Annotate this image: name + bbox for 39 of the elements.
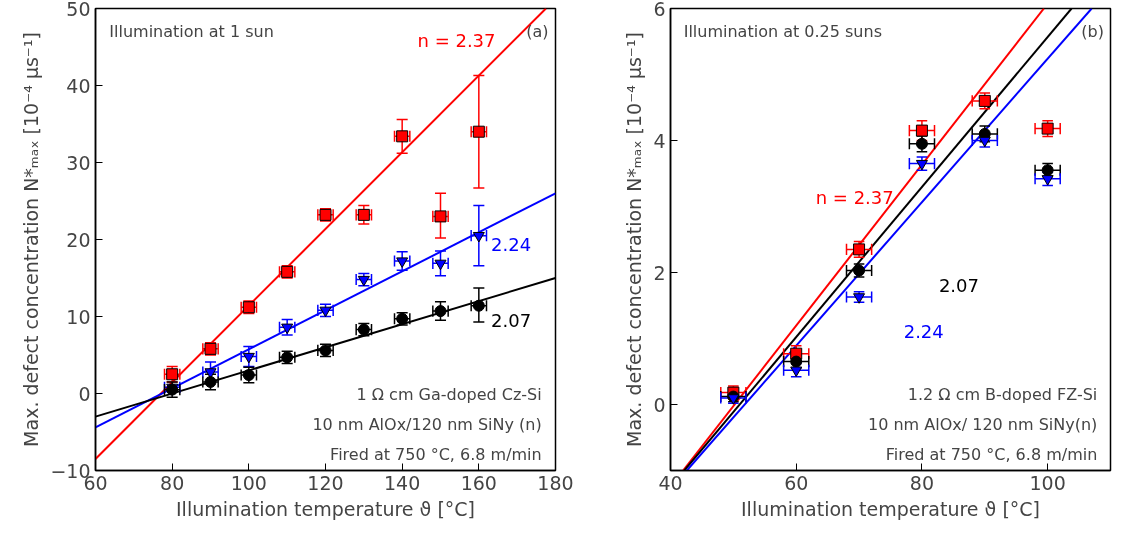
y-tick-label: 10 xyxy=(66,305,91,328)
y-tick-label: 6 xyxy=(653,0,666,20)
x-tick-label: 60 xyxy=(784,471,809,494)
annotation: Fired at 750 °C, 6.8 m/min xyxy=(330,444,542,464)
annotation: Illumination at 1 sun xyxy=(109,22,274,42)
x-tick-label: 80 xyxy=(909,471,935,494)
annotation: Fired at 750 °C, 6.8 m/min xyxy=(885,444,1098,464)
annotation: 1.2 Ω cm B-doped FZ-Si xyxy=(907,384,1098,404)
annotation: Illumination at 0.25 suns xyxy=(683,22,882,42)
annotation: 2.07 xyxy=(491,309,532,331)
y-tick-label: 0 xyxy=(78,382,91,405)
annotation: 2.24 xyxy=(903,321,944,343)
x-tick-label: 120 xyxy=(307,471,344,494)
x-tick-label: 100 xyxy=(1029,471,1066,494)
y-tick-label: 40 xyxy=(66,74,91,97)
annotation: 2.24 xyxy=(491,233,532,255)
annotation: n = 2.37 xyxy=(417,30,496,52)
x-tick-label: 140 xyxy=(384,471,421,494)
annotation: 2.07 xyxy=(938,275,979,297)
x-tick-label: 80 xyxy=(160,471,185,494)
y-axis-title: Max. defect concentration N*ₘₐₓ [10⁻⁴ µs⁻¹] xyxy=(623,32,646,447)
y-tick-label: 20 xyxy=(66,228,91,251)
x-tick-label: 100 xyxy=(230,471,267,494)
y-axis-title: Max. defect concentration N*ₘₐₓ [10⁻⁴ µs⁻¹] xyxy=(20,32,43,447)
annotation: (b) xyxy=(1081,22,1104,42)
annotation: 10 nm AlOx/ 120 nm SiNy(n) xyxy=(868,414,1098,434)
y-tick-label: 50 xyxy=(66,0,91,20)
x-axis-title: Illumination temperature ϑ [°C] xyxy=(741,497,1040,520)
annotation: 10 nm AlOx/120 nm SiNy (n) xyxy=(312,414,542,434)
x-axis-title: Illumination temperature ϑ [°C] xyxy=(176,497,475,520)
y-tick-label: 0 xyxy=(653,393,666,416)
annotation: (a) xyxy=(526,22,549,42)
y-tick-label: 30 xyxy=(66,151,91,174)
x-tick-label: 160 xyxy=(460,471,497,494)
x-tick-label: 180 xyxy=(537,471,574,494)
y-tick-label: 4 xyxy=(653,129,666,152)
annotation: n = 2.37 xyxy=(815,187,894,209)
annotation: 1 Ω cm Ga-doped Cz-Si xyxy=(356,384,542,404)
y-tick-label: 2 xyxy=(653,261,666,284)
